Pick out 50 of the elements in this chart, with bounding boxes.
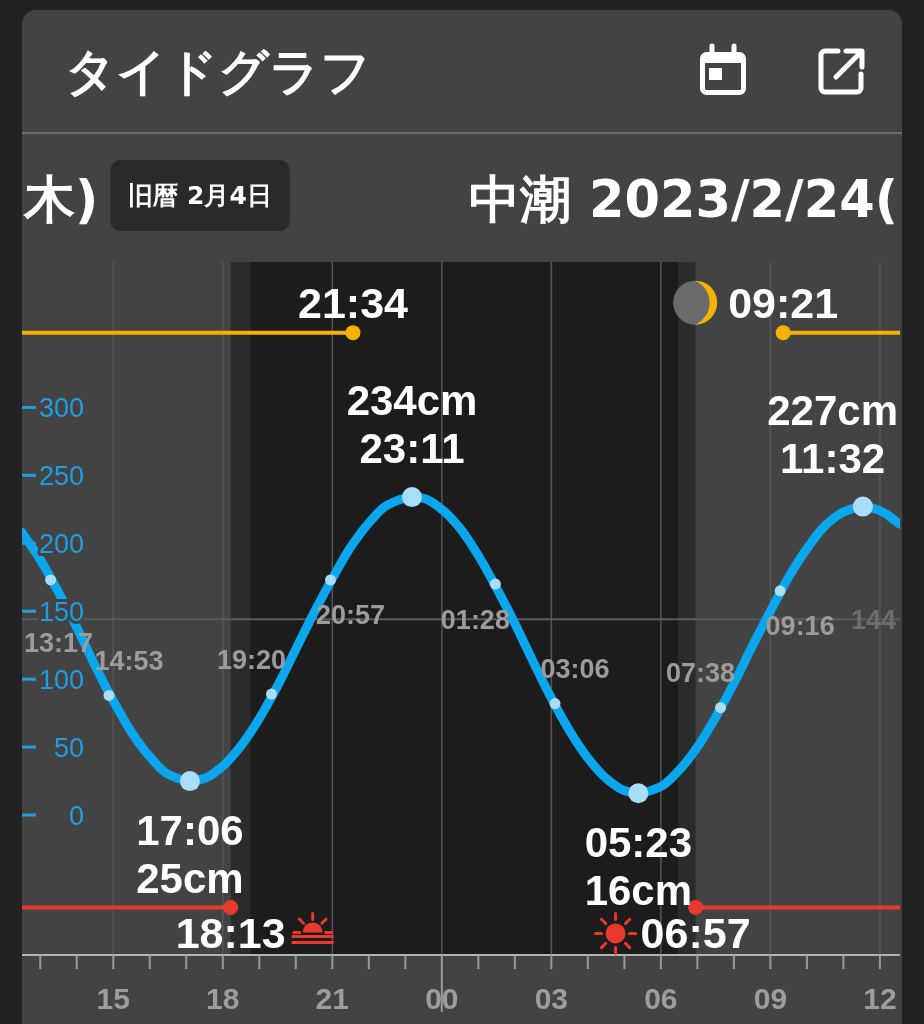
annotation: 07:38 xyxy=(665,658,736,689)
annotation: 05:23 xyxy=(584,819,693,867)
x-tick-label: 15 xyxy=(96,982,130,1015)
x-tick-label: 18 xyxy=(206,982,240,1015)
point xyxy=(324,574,336,586)
y-tick-label: 250 xyxy=(38,460,84,491)
x-tick-label: 09 xyxy=(753,982,788,1015)
point xyxy=(628,783,649,804)
annotation: 21:34 xyxy=(298,279,409,328)
annotation: 09:16 xyxy=(765,611,835,642)
point xyxy=(774,585,786,597)
point xyxy=(45,574,57,586)
x-tick-label: 06 xyxy=(644,982,678,1015)
annotation: 227cm xyxy=(767,386,898,434)
annotation: 09:21 xyxy=(728,279,839,328)
annotation: 11:32 xyxy=(780,434,886,482)
point xyxy=(345,325,361,341)
annotation: 01:28 xyxy=(440,604,510,635)
point xyxy=(489,578,501,590)
text: 旧暦 2月4日 xyxy=(128,181,272,210)
point xyxy=(852,496,873,517)
point xyxy=(549,698,561,710)
point xyxy=(715,702,727,714)
y-tick-label: 200 xyxy=(38,528,84,559)
y-tick-label: 0 xyxy=(68,800,84,831)
annotation: 20:57 xyxy=(315,600,386,631)
annotation: 19:20 xyxy=(216,644,286,675)
point xyxy=(223,899,239,915)
point xyxy=(775,325,791,341)
chart-subtitle: 中潮 2023/2/24( xyxy=(469,170,898,229)
x-tick-label: 03 xyxy=(534,982,569,1015)
point xyxy=(688,899,704,915)
annotation: 234cm xyxy=(346,377,478,425)
x-tick-label: 12 xyxy=(863,982,897,1015)
text: 木) xyxy=(23,170,99,229)
y-tick-label: 300 xyxy=(38,392,84,423)
point xyxy=(265,688,277,700)
point xyxy=(402,487,423,508)
annotation: 25cm xyxy=(136,855,244,903)
y-tick-label: 50 xyxy=(53,732,84,763)
annotation: 23:11 xyxy=(359,425,465,473)
point xyxy=(103,689,115,701)
x-tick-label: 21 xyxy=(315,982,349,1015)
y-tick-label: 100 xyxy=(38,664,84,695)
chart-title: タイドグラフ xyxy=(65,43,371,101)
annotation: 14:53 xyxy=(94,645,164,676)
annotation: 18:13 xyxy=(175,908,286,957)
point xyxy=(179,771,200,792)
annotation: 03:06 xyxy=(540,654,610,685)
annotation: 17:06 xyxy=(136,807,244,855)
